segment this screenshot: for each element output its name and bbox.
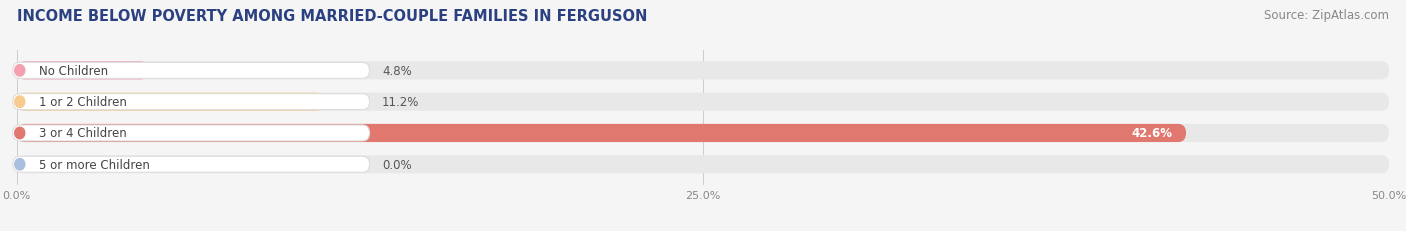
FancyBboxPatch shape (17, 124, 1389, 143)
Text: 42.6%: 42.6% (1132, 127, 1173, 140)
Text: 11.2%: 11.2% (382, 96, 419, 109)
FancyBboxPatch shape (17, 93, 1389, 111)
Circle shape (14, 97, 25, 108)
Text: INCOME BELOW POVERTY AMONG MARRIED-COUPLE FAMILIES IN FERGUSON: INCOME BELOW POVERTY AMONG MARRIED-COUPL… (17, 9, 647, 24)
FancyBboxPatch shape (13, 63, 370, 79)
Text: Source: ZipAtlas.com: Source: ZipAtlas.com (1264, 9, 1389, 22)
Text: 5 or more Children: 5 or more Children (38, 158, 149, 171)
FancyBboxPatch shape (17, 62, 149, 80)
FancyBboxPatch shape (13, 157, 370, 173)
FancyBboxPatch shape (17, 93, 325, 111)
Circle shape (14, 128, 25, 139)
Circle shape (14, 65, 25, 77)
Text: 0.0%: 0.0% (382, 158, 412, 171)
Text: 4.8%: 4.8% (382, 65, 412, 78)
FancyBboxPatch shape (17, 62, 1389, 80)
Text: 3 or 4 Children: 3 or 4 Children (38, 127, 127, 140)
Text: 1 or 2 Children: 1 or 2 Children (38, 96, 127, 109)
FancyBboxPatch shape (13, 94, 370, 110)
FancyBboxPatch shape (17, 124, 1187, 143)
Text: No Children: No Children (38, 65, 108, 78)
FancyBboxPatch shape (17, 155, 1389, 173)
Circle shape (14, 159, 25, 170)
FancyBboxPatch shape (13, 125, 370, 141)
